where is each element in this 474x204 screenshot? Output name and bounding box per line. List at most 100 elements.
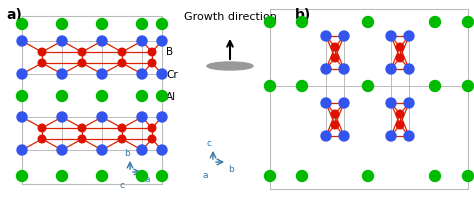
Circle shape	[56, 91, 67, 102]
Circle shape	[78, 49, 86, 57]
Circle shape	[396, 44, 404, 52]
Circle shape	[331, 55, 339, 62]
Circle shape	[157, 37, 167, 47]
Circle shape	[38, 125, 46, 132]
Circle shape	[17, 145, 27, 155]
Circle shape	[78, 135, 86, 143]
Circle shape	[56, 171, 67, 182]
Circle shape	[17, 19, 27, 30]
Circle shape	[38, 60, 46, 68]
Circle shape	[339, 32, 349, 42]
Circle shape	[157, 112, 167, 122]
Circle shape	[148, 49, 156, 57]
Circle shape	[78, 125, 86, 132]
Circle shape	[297, 81, 308, 92]
Circle shape	[17, 37, 27, 47]
Circle shape	[429, 17, 440, 28]
Text: c: c	[207, 138, 212, 147]
Circle shape	[386, 99, 396, 109]
Circle shape	[137, 145, 147, 155]
Circle shape	[157, 145, 167, 155]
Circle shape	[264, 171, 275, 182]
Circle shape	[97, 171, 108, 182]
Circle shape	[156, 91, 167, 102]
Text: Cr: Cr	[166, 70, 178, 80]
Text: a): a)	[6, 8, 22, 22]
Circle shape	[118, 49, 126, 57]
Circle shape	[97, 112, 107, 122]
Circle shape	[148, 125, 156, 132]
Circle shape	[429, 81, 440, 92]
Circle shape	[463, 171, 474, 182]
Circle shape	[156, 19, 167, 30]
Circle shape	[17, 112, 27, 122]
Circle shape	[38, 49, 46, 57]
Circle shape	[321, 32, 331, 42]
Ellipse shape	[207, 63, 253, 71]
Circle shape	[148, 135, 156, 143]
Circle shape	[137, 70, 147, 80]
Circle shape	[463, 81, 474, 92]
Circle shape	[137, 37, 147, 47]
Circle shape	[118, 135, 126, 143]
Circle shape	[57, 145, 67, 155]
Text: c: c	[120, 180, 125, 189]
Circle shape	[404, 32, 414, 42]
Circle shape	[264, 17, 275, 28]
Circle shape	[386, 65, 396, 75]
Circle shape	[331, 111, 339, 118]
Text: B: B	[166, 47, 173, 57]
Circle shape	[321, 65, 331, 75]
Circle shape	[339, 131, 349, 141]
Circle shape	[386, 32, 396, 42]
Circle shape	[404, 99, 414, 109]
Circle shape	[78, 60, 86, 68]
Text: Al: Al	[166, 92, 176, 102]
Text: b: b	[228, 164, 234, 173]
Circle shape	[331, 122, 339, 129]
Circle shape	[386, 131, 396, 141]
Circle shape	[57, 70, 67, 80]
Circle shape	[137, 91, 147, 102]
Circle shape	[331, 44, 339, 52]
Circle shape	[57, 37, 67, 47]
Circle shape	[156, 171, 167, 182]
Circle shape	[17, 171, 27, 182]
Circle shape	[118, 60, 126, 68]
Circle shape	[264, 81, 275, 92]
Circle shape	[321, 99, 331, 109]
Circle shape	[97, 19, 108, 30]
Circle shape	[363, 17, 374, 28]
Text: a: a	[203, 170, 209, 179]
Text: b): b)	[295, 8, 311, 22]
Circle shape	[297, 17, 308, 28]
Circle shape	[148, 60, 156, 68]
Text: b: b	[124, 148, 130, 157]
Circle shape	[57, 112, 67, 122]
Circle shape	[17, 70, 27, 80]
Circle shape	[137, 19, 147, 30]
Circle shape	[396, 122, 404, 129]
Circle shape	[137, 171, 147, 182]
Circle shape	[38, 135, 46, 143]
Circle shape	[363, 81, 374, 92]
Circle shape	[321, 131, 331, 141]
Circle shape	[363, 171, 374, 182]
Circle shape	[396, 111, 404, 118]
Circle shape	[97, 91, 108, 102]
Circle shape	[137, 112, 147, 122]
Circle shape	[429, 171, 440, 182]
Circle shape	[404, 65, 414, 75]
Circle shape	[297, 171, 308, 182]
Circle shape	[404, 131, 414, 141]
Circle shape	[118, 125, 126, 132]
Circle shape	[339, 99, 349, 109]
Text: Growth direction: Growth direction	[183, 12, 276, 22]
Circle shape	[339, 65, 349, 75]
Circle shape	[17, 91, 27, 102]
Text: a: a	[145, 174, 151, 183]
Circle shape	[97, 145, 107, 155]
Circle shape	[97, 70, 107, 80]
Circle shape	[97, 37, 107, 47]
Circle shape	[56, 19, 67, 30]
